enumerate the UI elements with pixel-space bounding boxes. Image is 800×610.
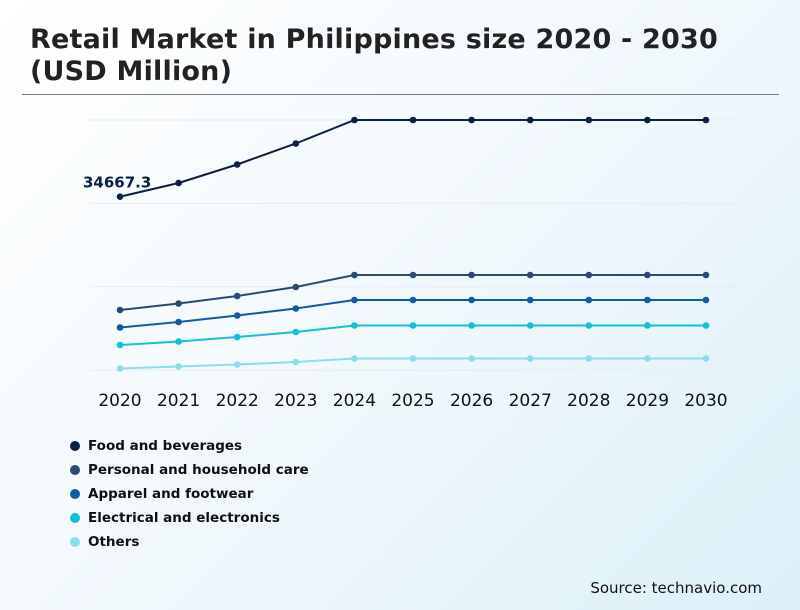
- data-point: [116, 306, 124, 314]
- data-point: [351, 296, 358, 304]
- data-point: [526, 271, 534, 279]
- series-line: [119, 119, 706, 198]
- x-tick-label: 2028: [567, 391, 610, 411]
- data-point: [585, 271, 593, 279]
- chart-title: Retail Market in Philippines size 2020 -…: [30, 24, 719, 87]
- data-point: [526, 322, 534, 329]
- legend-marker: [70, 441, 80, 451]
- data-point: [292, 140, 300, 147]
- data-point: [292, 283, 300, 291]
- data-point: [351, 322, 358, 329]
- data-point: [702, 355, 710, 362]
- data-point: [468, 296, 475, 304]
- x-tick-label: 2023: [274, 391, 317, 411]
- data-point: [468, 271, 475, 279]
- data-point: [409, 271, 417, 279]
- data-point: [175, 318, 182, 326]
- legend-label: Electrical and electronics: [88, 510, 280, 526]
- annotations: 34667.3: [83, 174, 151, 192]
- legend-item: Apparel and footwear: [70, 482, 309, 506]
- data-point: [526, 296, 534, 304]
- legend-marker: [70, 489, 80, 499]
- x-tick-label: 2024: [333, 391, 376, 411]
- legend-label: Apparel and footwear: [88, 486, 254, 502]
- data-point: [644, 271, 651, 279]
- data-point: [585, 355, 593, 362]
- x-tick-label: 2026: [450, 391, 493, 411]
- data-point: [644, 296, 651, 304]
- data-point: [116, 324, 124, 331]
- data-point: [233, 312, 241, 319]
- data-point: [468, 355, 475, 362]
- legend-item: Food and beverages: [70, 434, 309, 458]
- data-point: [702, 271, 710, 279]
- legend-marker: [70, 465, 80, 475]
- x-axis-ticks: 2020 2021 2022 2023 2024 2025 2026 2027 2028 2029…: [98, 391, 727, 411]
- x-tick-label: 2022: [216, 391, 259, 411]
- data-points: [116, 116, 710, 372]
- data-point: [175, 179, 182, 187]
- data-point: [644, 322, 651, 329]
- data-label: 34667.3: [83, 174, 151, 192]
- data-point: [116, 193, 124, 200]
- data-point: [233, 292, 241, 300]
- legend-marker: [70, 513, 80, 523]
- data-point: [292, 358, 300, 366]
- data-point: [175, 338, 182, 345]
- x-tick-label: 2030: [684, 391, 727, 411]
- legend-label: Food and beverages: [88, 438, 243, 454]
- data-point: [233, 333, 241, 341]
- data-point: [175, 300, 182, 307]
- data-point: [585, 116, 593, 124]
- data-point: [702, 116, 710, 124]
- series-lines: [119, 119, 706, 370]
- data-point: [292, 328, 300, 336]
- data-point: [644, 355, 651, 362]
- x-tick-label: 2020: [98, 391, 141, 411]
- data-point: [175, 363, 182, 370]
- data-point: [409, 296, 417, 304]
- legend-item: Personal and household care: [70, 458, 309, 482]
- x-tick-label: 2029: [626, 391, 669, 411]
- data-point: [526, 116, 534, 124]
- data-point: [702, 296, 710, 304]
- series-line: [119, 274, 706, 311]
- data-point: [351, 116, 358, 124]
- data-point: [233, 161, 241, 168]
- x-tick-label: 2025: [391, 391, 434, 411]
- title-divider: [22, 94, 779, 95]
- x-tick-label: 2027: [509, 391, 552, 411]
- data-point: [585, 322, 593, 329]
- legend-marker: [70, 537, 80, 547]
- data-point: [233, 361, 241, 368]
- data-point: [116, 365, 124, 372]
- data-point: [116, 341, 124, 349]
- data-point: [409, 355, 417, 362]
- x-tick-label: 2021: [157, 391, 200, 411]
- data-point: [702, 322, 710, 329]
- data-point: [351, 355, 358, 362]
- legend-label: Others: [88, 534, 140, 550]
- data-point: [526, 355, 534, 362]
- data-point: [409, 116, 417, 124]
- data-point: [409, 322, 417, 329]
- chart-legend: Food and beverages Personal and household…: [70, 434, 309, 554]
- grid-lines: [90, 119, 736, 371]
- data-point: [585, 296, 593, 304]
- data-point: [292, 305, 300, 312]
- data-point: [351, 271, 358, 279]
- legend-item: Others: [70, 530, 309, 554]
- legend-item: Electrical and electronics: [70, 506, 309, 530]
- data-point: [468, 322, 475, 329]
- source-credit: Source: technavio.com: [590, 579, 762, 597]
- legend-label: Personal and household care: [88, 462, 309, 478]
- data-point: [468, 116, 475, 124]
- data-point: [644, 116, 651, 124]
